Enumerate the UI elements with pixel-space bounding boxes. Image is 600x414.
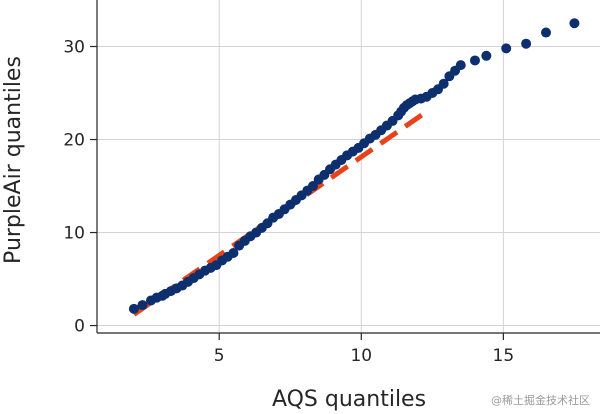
data-point: [128, 303, 139, 314]
data-point: [481, 50, 492, 61]
x-tick-label: 10: [350, 346, 372, 366]
grid: [97, 0, 600, 333]
watermark-text: @稀土掘金技术社区: [491, 394, 590, 407]
x-axis-title: AQS quantiles: [272, 387, 426, 412]
data-point: [438, 78, 449, 89]
data-point: [455, 60, 466, 71]
tick-labels: 5 10 15 0 10 20 30: [63, 38, 514, 366]
y-tick-label: 10: [63, 224, 85, 244]
data-point: [569, 18, 580, 29]
y-tick-label: 0: [74, 317, 85, 337]
y-axis-title: PurpleAir quantiles: [1, 56, 26, 264]
data-point: [228, 248, 239, 259]
data-point: [307, 181, 318, 192]
points-layer: [128, 18, 580, 314]
x-tick-label: 5: [214, 346, 225, 366]
axes: [90, 0, 600, 340]
data-point: [469, 55, 480, 66]
data-point: [501, 43, 512, 54]
x-tick-label: 15: [493, 346, 515, 366]
y-tick-label: 20: [63, 131, 85, 151]
data-point: [137, 300, 148, 311]
data-point: [521, 38, 532, 49]
y-tick-label: 30: [63, 38, 85, 58]
data-point: [541, 27, 552, 38]
